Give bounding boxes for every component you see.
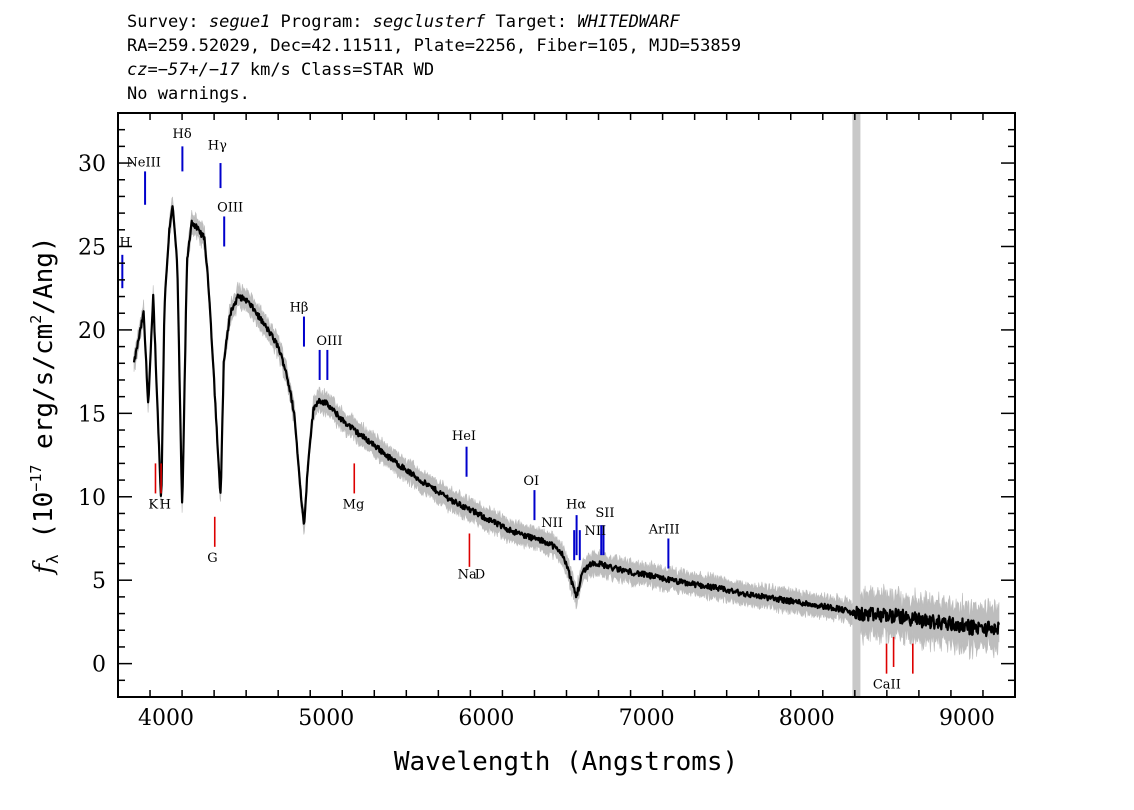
survey-value: segue1 (208, 12, 271, 32)
emission-line-label: OI (523, 474, 539, 489)
program-value: segclusterf (372, 12, 486, 32)
emission-line-label: Hγ (208, 139, 227, 154)
y-axis-label-part-b: erg/s/cm (29, 324, 59, 465)
emission-line-label: Hβ (290, 301, 309, 316)
y-tick-label: 5 (92, 569, 106, 594)
absorption-line-label: G (207, 551, 217, 566)
y-tick-label: 25 (78, 235, 106, 260)
emission-line-label: OIII (217, 200, 243, 215)
target-label: Target: (485, 12, 578, 32)
x-tick-label: 5000 (298, 706, 354, 731)
emission-line-label: Hδ (172, 127, 191, 142)
y-axis-label-part-a: (10 (29, 492, 59, 555)
emission-line-label: NeIII (126, 155, 160, 170)
x-tick-label: 7000 (619, 706, 675, 731)
absorption-line-label: Na (458, 568, 477, 583)
plot-frame (117, 112, 1016, 698)
x-tick-label: 8000 (779, 706, 835, 731)
survey-label: Survey: (127, 12, 209, 32)
error-band-area (133, 196, 1000, 661)
emission-line-label: Hα (566, 497, 586, 512)
x-tick-label: 6000 (458, 706, 514, 731)
flux-line (132, 205, 1001, 638)
emission-line-label: HeI (452, 429, 476, 444)
emission-line-label: SII (595, 506, 614, 521)
x-tick-label: 4000 (138, 706, 194, 731)
header-line-redshift: cz=−57+/−17 km/s Class=STAR WD (127, 58, 741, 82)
emission-line-label: ArIII (648, 522, 680, 537)
absorption-line-label: H (160, 497, 171, 512)
y-tick-label: 30 (78, 152, 106, 177)
y-tick-label: 20 (78, 319, 106, 344)
flux-series (132, 205, 1001, 638)
y-tick-label: 10 (78, 486, 106, 511)
axis-ticks: 4000 5000 6000 7000 8000 9000 0 5 10 15 20 25 30 (78, 112, 1016, 731)
emission-line-label: NII (541, 516, 563, 531)
x-axis-label: Wavelength (Angstroms) (394, 747, 738, 777)
cz-units-class: km/s Class=STAR WD (239, 60, 435, 80)
y-tick-label: 0 (92, 653, 106, 678)
y-tick-label: 15 (78, 402, 106, 427)
y-axis-label-exponent-1: −17 (27, 465, 45, 492)
program-label: Program: (270, 12, 373, 32)
y-axis-label-exponent-2: 2 (27, 315, 45, 324)
header-line-survey: Survey: segue1 Program: segclusterf Targ… (127, 10, 741, 34)
emission-line-label: OIII (316, 334, 342, 349)
header-line-coordinates: RA=259.52029, Dec=42.11511, Plate=2256, … (127, 36, 742, 56)
y-axis-label-part-c: /Ang) (29, 236, 59, 314)
absorption-line-label: Mg (343, 497, 365, 512)
cz-value: =−57+/−17 (147, 60, 240, 80)
absorption-line-label: D (475, 568, 485, 583)
cz-label: cz (127, 60, 148, 80)
header-line-warnings: No warnings. (127, 84, 250, 104)
x-tick-label: 9000 (939, 706, 995, 731)
target-value: WHITEDWARF (577, 12, 680, 32)
spectrum-header: Survey: segue1 Program: segclusterf Targ… (127, 10, 741, 106)
y-axis-label-subscript: λ (43, 554, 62, 564)
y-axis-label: fλ (10−17 erg/s/cm2/Ang) (27, 236, 62, 575)
emission-line-label: NII (585, 524, 607, 539)
emission-line-label: H (120, 235, 131, 250)
absorption-line-label: K (148, 497, 158, 512)
absorption-line-label: CaII (873, 678, 901, 693)
masked-region-bar (852, 113, 861, 697)
flux-error-band (133, 196, 1000, 661)
